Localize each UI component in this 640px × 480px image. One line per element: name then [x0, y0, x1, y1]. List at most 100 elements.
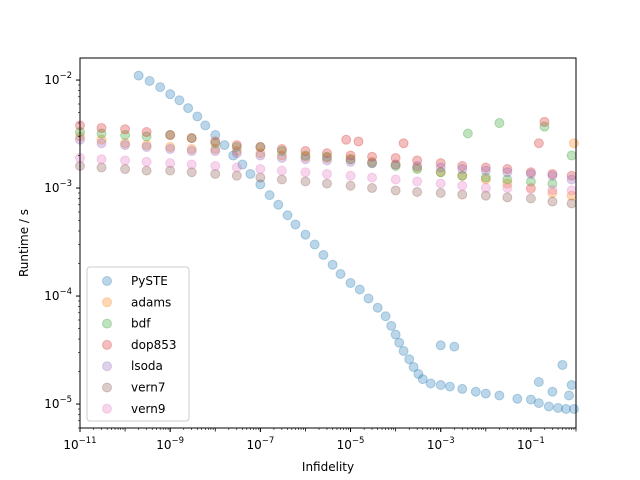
legend-label-bdf: bdf — [131, 317, 151, 331]
point-bdf — [141, 131, 152, 142]
point-vern7 — [276, 174, 287, 185]
point-pyste — [557, 359, 568, 370]
point-lsoda — [210, 146, 221, 157]
point-dop853 — [165, 129, 176, 140]
legend-marker-adams — [102, 297, 112, 308]
point-pyste — [380, 311, 391, 322]
point-pyste — [144, 75, 155, 86]
point-vern9 — [367, 172, 378, 183]
y-axis-label: Runtime / s — [17, 209, 31, 277]
point-bdf — [525, 176, 536, 187]
point-lsoda — [367, 158, 378, 169]
point-pyste — [264, 190, 275, 201]
point-lsoda — [390, 159, 401, 170]
point-vern9 — [255, 164, 266, 175]
point-lsoda — [255, 150, 266, 161]
point-pyste — [470, 386, 481, 397]
point-pyste — [273, 199, 284, 210]
point-pyste — [435, 340, 446, 351]
point-vern7 — [525, 193, 536, 204]
point-adams — [435, 167, 446, 178]
point-vern7 — [390, 185, 401, 196]
point-dop853 — [533, 138, 544, 149]
point-bdf — [345, 154, 356, 165]
legend: PySTE adams bdf dop853 lsoda vern7 vern9 — [86, 266, 190, 422]
point-vern9 — [547, 184, 558, 195]
x-axis-label: Infidelity — [302, 460, 354, 474]
point-adams — [255, 148, 266, 159]
point-pyste — [345, 278, 356, 289]
point-dop853 — [398, 138, 409, 149]
point-dop853 — [300, 146, 311, 157]
point-pyste — [390, 329, 401, 340]
point-bdf — [480, 172, 491, 183]
point-lsoda — [480, 165, 491, 176]
point-adams — [186, 143, 197, 154]
x-tick-label: 10−1 — [517, 436, 545, 452]
point-dop853 — [96, 122, 107, 133]
point-adams — [457, 170, 468, 181]
point-dop853 — [412, 155, 423, 166]
legend-marker-vern9 — [102, 403, 112, 414]
point-pyste — [512, 393, 523, 404]
point-pyste — [480, 388, 491, 399]
point-dop853 — [390, 152, 401, 163]
legend-label-vern9: vern9 — [131, 402, 165, 416]
point-pyste — [408, 362, 419, 373]
point-adams — [390, 159, 401, 170]
point-vern9 — [231, 162, 242, 173]
point-lsoda — [435, 162, 446, 173]
legend-label-lsoda: lsoda — [131, 359, 163, 373]
point-adams — [321, 152, 332, 163]
point-pyste — [425, 378, 436, 389]
point-adams — [120, 138, 131, 149]
point-adams — [300, 151, 311, 162]
point-pyste — [394, 337, 405, 348]
point-pyste — [200, 120, 211, 131]
point-vern7 — [412, 186, 423, 197]
point-pyste — [300, 229, 311, 240]
point-lsoda — [321, 155, 332, 166]
point-pyste — [417, 374, 428, 385]
point-bdf — [457, 170, 468, 181]
point-pyste — [183, 103, 194, 114]
point-adams — [141, 140, 152, 151]
legend-marker-dop853 — [102, 339, 112, 350]
point-bdf — [494, 118, 505, 129]
point-dop853 — [255, 141, 266, 152]
y-tick-label: 10−5 — [44, 395, 72, 411]
point-bdf — [321, 151, 332, 162]
point-pyste — [553, 402, 564, 413]
point-vern7 — [120, 164, 131, 175]
point-pyste — [564, 390, 575, 401]
point-dop853 — [321, 148, 332, 159]
point-adams — [165, 141, 176, 152]
point-bdf — [539, 121, 550, 132]
point-pyste — [449, 341, 460, 352]
point-lsoda — [566, 174, 577, 185]
point-vern7 — [141, 165, 152, 176]
x-tick-label: 10−5 — [337, 436, 365, 452]
point-dop853 — [457, 161, 468, 171]
legend-marker-bdf — [102, 318, 112, 329]
point-pyste — [290, 219, 301, 230]
y-tick-label: 10−3 — [44, 179, 72, 195]
point-dop853 — [525, 167, 536, 178]
point-lsoda — [96, 138, 107, 149]
legend-label-vern7: vern7 — [131, 381, 165, 395]
point-adams — [210, 143, 221, 154]
point-pyste — [155, 82, 166, 93]
point-vern7 — [502, 192, 513, 203]
point-adams — [276, 150, 287, 161]
point-vern7 — [255, 172, 266, 183]
point-dop853 — [276, 143, 287, 154]
x-axis: 10−11 10−9 10−7 10−5 10−3 10−1 — [63, 428, 577, 452]
point-dop853 — [547, 168, 558, 179]
point-lsoda — [231, 148, 242, 159]
point-pyste — [386, 320, 397, 331]
point-vern9 — [435, 178, 446, 189]
point-vern7 — [210, 168, 221, 179]
point-adams — [367, 156, 378, 167]
point-vern9 — [345, 170, 356, 181]
point-bdf — [367, 158, 378, 169]
